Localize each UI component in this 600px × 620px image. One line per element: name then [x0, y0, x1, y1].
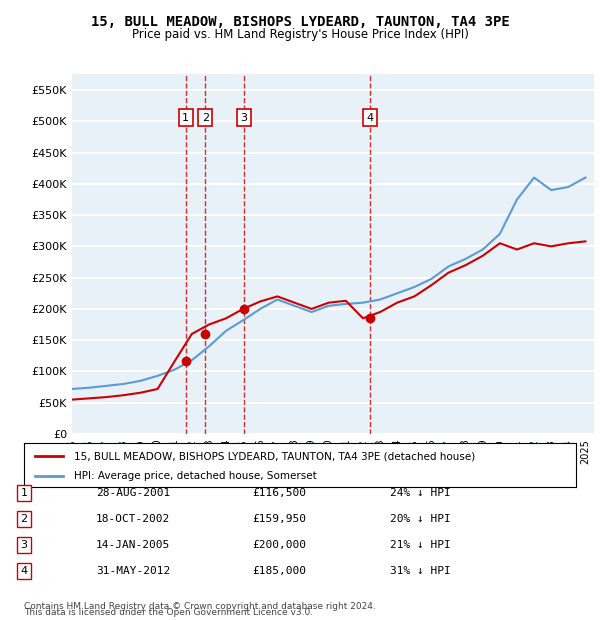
Text: 3: 3 [241, 113, 247, 123]
Text: 4: 4 [20, 566, 28, 576]
Text: £185,000: £185,000 [252, 566, 306, 576]
Text: 31% ↓ HPI: 31% ↓ HPI [390, 566, 451, 576]
Text: 3: 3 [20, 540, 28, 550]
Text: 28-AUG-2001: 28-AUG-2001 [96, 488, 170, 498]
Text: Contains HM Land Registry data © Crown copyright and database right 2024.: Contains HM Land Registry data © Crown c… [24, 601, 376, 611]
Text: £159,950: £159,950 [252, 514, 306, 524]
Text: 4: 4 [367, 113, 374, 123]
Text: 1: 1 [20, 488, 28, 498]
Text: 2: 2 [20, 514, 28, 524]
Text: 20% ↓ HPI: 20% ↓ HPI [390, 514, 451, 524]
Text: 15, BULL MEADOW, BISHOPS LYDEARD, TAUNTON, TA4 3PE: 15, BULL MEADOW, BISHOPS LYDEARD, TAUNTO… [91, 16, 509, 30]
Text: 18-OCT-2002: 18-OCT-2002 [96, 514, 170, 524]
Text: 1: 1 [182, 113, 190, 123]
Text: HPI: Average price, detached house, Somerset: HPI: Average price, detached house, Some… [74, 471, 316, 481]
Text: 14-JAN-2005: 14-JAN-2005 [96, 540, 170, 550]
Text: 2: 2 [202, 113, 209, 123]
Text: 31-MAY-2012: 31-MAY-2012 [96, 566, 170, 576]
Text: £116,500: £116,500 [252, 488, 306, 498]
Text: 21% ↓ HPI: 21% ↓ HPI [390, 540, 451, 550]
Text: Price paid vs. HM Land Registry's House Price Index (HPI): Price paid vs. HM Land Registry's House … [131, 28, 469, 41]
Text: 15, BULL MEADOW, BISHOPS LYDEARD, TAUNTON, TA4 3PE (detached house): 15, BULL MEADOW, BISHOPS LYDEARD, TAUNTO… [74, 451, 475, 461]
Text: This data is licensed under the Open Government Licence v3.0.: This data is licensed under the Open Gov… [24, 608, 313, 617]
Text: 24% ↓ HPI: 24% ↓ HPI [390, 488, 451, 498]
Text: £200,000: £200,000 [252, 540, 306, 550]
